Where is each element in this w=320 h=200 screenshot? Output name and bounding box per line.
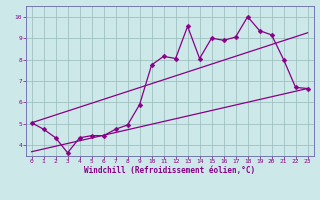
X-axis label: Windchill (Refroidissement éolien,°C): Windchill (Refroidissement éolien,°C) <box>84 166 255 175</box>
